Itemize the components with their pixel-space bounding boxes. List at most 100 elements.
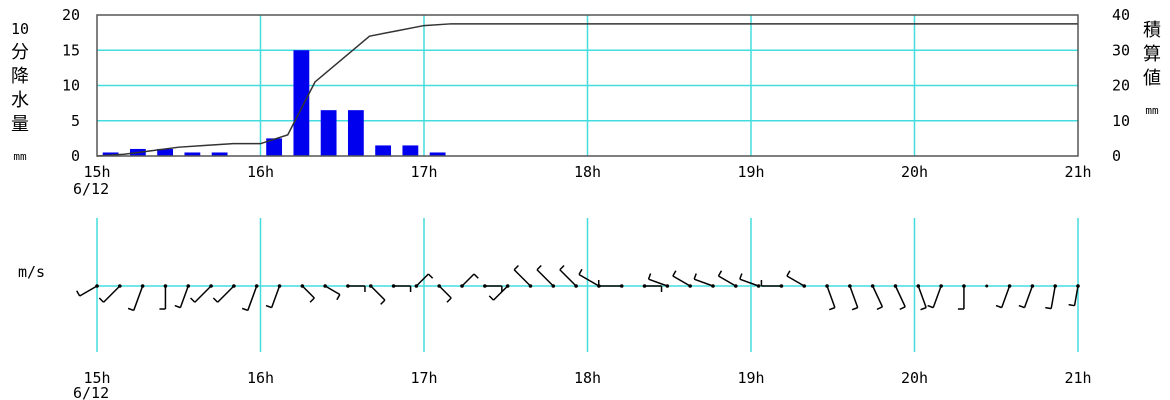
- wind-origin-dot: [186, 284, 191, 288]
- rain-bar: [429, 152, 446, 156]
- wind-origin-dot: [300, 284, 305, 288]
- wind-origin-dot: [414, 284, 419, 288]
- wind-origin-dot: [551, 284, 556, 288]
- wind-origin-dot: [711, 284, 715, 288]
- wind-origin-dot: [528, 284, 533, 288]
- y-right-tick-label: 10: [1112, 112, 1130, 130]
- wind-barb-shaft: [894, 285, 906, 308]
- right-axis-label-char: 算: [1143, 44, 1161, 65]
- wind-barb-flag: [1018, 304, 1025, 309]
- grid: [97, 15, 1078, 156]
- wind-barb-shaft: [370, 285, 386, 301]
- wind-barb-shaft: [718, 275, 737, 287]
- wind-barb-shaft: [103, 285, 121, 303]
- wind-barb-shaft: [79, 285, 98, 297]
- left-axis-label-char: 水: [11, 90, 29, 111]
- wind-barb-shaft: [492, 285, 509, 301]
- rain-bar: [293, 50, 310, 156]
- wind-origin-dot: [368, 284, 373, 288]
- wind-origin-dot: [95, 284, 99, 288]
- wind-barb-flag: [76, 290, 81, 297]
- wind-origin-dot: [1007, 284, 1012, 288]
- wind-origin-dot: [163, 284, 168, 288]
- wind-barb-flag: [717, 270, 723, 277]
- right-axis-unit: mm: [1145, 104, 1159, 117]
- cumulative-line: [96, 23, 1078, 157]
- tick-labels: 0 5 10 15 20 0 10 20 30 40 15h 16h 17h 18h 19h 20h 21h 6/…: [62, 6, 1130, 198]
- wind-barb-flag: [513, 264, 519, 271]
- wind-origin-dot: [140, 284, 145, 288]
- wind-barb-flag: [578, 268, 583, 275]
- rain-bar: [402, 145, 419, 156]
- wind-x-tick-label: 16h: [247, 369, 274, 387]
- wind-barb-flag: [98, 297, 105, 303]
- wind-barb-shaft: [672, 275, 691, 287]
- wind-origin-dot: [893, 284, 898, 288]
- wind-barb-flag: [899, 306, 906, 311]
- wind-barb-shaft: [270, 285, 281, 308]
- wind-unit-label: m/s: [18, 263, 45, 281]
- rain-bar: [375, 145, 392, 156]
- wind-x-date-label: 6/12: [73, 384, 109, 400]
- x-date-label: 6/12: [73, 180, 109, 198]
- wind-barb-shaft: [693, 278, 714, 287]
- wind-panel: m/s 15h 16h 17h 18h 19h 20h 21h 6/12: [18, 218, 1092, 400]
- wind-barb-shaft: [739, 278, 759, 287]
- wind-origin-dot: [118, 284, 122, 288]
- rain-bar: [157, 148, 174, 156]
- wind-origin-dot: [916, 284, 921, 288]
- wind-barb-flag: [446, 297, 452, 303]
- rain-bar: [347, 110, 364, 156]
- wind-barb-shaft: [324, 285, 341, 296]
- wind-barb-shaft: [301, 285, 315, 299]
- wind-origin-dot: [277, 284, 282, 288]
- wind-barb-flag: [672, 270, 677, 277]
- wind-origin-dot: [1030, 284, 1035, 288]
- y-right-tick-label: 30: [1112, 41, 1130, 59]
- wind-origin-dot: [619, 284, 624, 288]
- right-axis-label-char: 積: [1143, 20, 1161, 41]
- wind-origin-dot: [939, 284, 943, 288]
- wind-barb-flag: [127, 307, 134, 312]
- wind-barb-flag: [927, 304, 934, 309]
- wind-origin-dot: [642, 284, 647, 288]
- wind-barb-flag: [829, 306, 836, 311]
- wind-barb-shaft: [1073, 285, 1079, 306]
- wind-barb-shaft: [917, 285, 927, 308]
- wind-barb-flag: [739, 273, 743, 280]
- wind-barb-flag: [380, 299, 386, 305]
- wind-barb-flag: [336, 294, 341, 301]
- wind-origin-dot: [505, 284, 510, 288]
- wind-origin-dot: [209, 284, 213, 288]
- y-right-tick-label: 20: [1112, 77, 1130, 95]
- wind-barb-shaft: [1000, 285, 1011, 308]
- wind-origin-dot: [1053, 284, 1057, 288]
- wind-barb-shaft: [536, 269, 554, 287]
- wind-x-tick-label: 17h: [410, 369, 437, 387]
- wind-barb-flag: [559, 264, 565, 271]
- wind-origin-dot: [688, 284, 692, 288]
- wind-barb-flag: [265, 304, 272, 309]
- wind-calm-mark: [985, 284, 989, 288]
- wind-x-tick-label: 15h: [83, 369, 110, 387]
- left-axis-label-char: 量: [11, 114, 29, 135]
- left-axis-label-char: 分: [11, 42, 29, 63]
- rain-bar: [320, 110, 337, 156]
- y-left-tick-label: 15: [62, 41, 80, 59]
- wind-barb-shaft: [578, 273, 600, 287]
- wind-barb-shaft: [648, 278, 668, 287]
- y-left-tick-label: 20: [62, 6, 80, 24]
- wind-barb-flag: [309, 297, 315, 303]
- y-left-tick-label: 5: [71, 112, 80, 130]
- rain-bar: [184, 152, 201, 156]
- wind-barb-flag: [851, 306, 858, 311]
- left-axis-unit: mm: [13, 150, 27, 163]
- wind-x-tick-label: 21h: [1064, 369, 1091, 387]
- right-axis-label-char: 値: [1143, 68, 1161, 89]
- y-right-tick-label: 40: [1112, 6, 1130, 24]
- y-left-tick-label: 0: [71, 147, 80, 165]
- wind-origin-dot: [574, 284, 578, 288]
- wind-barb-flag: [786, 270, 791, 277]
